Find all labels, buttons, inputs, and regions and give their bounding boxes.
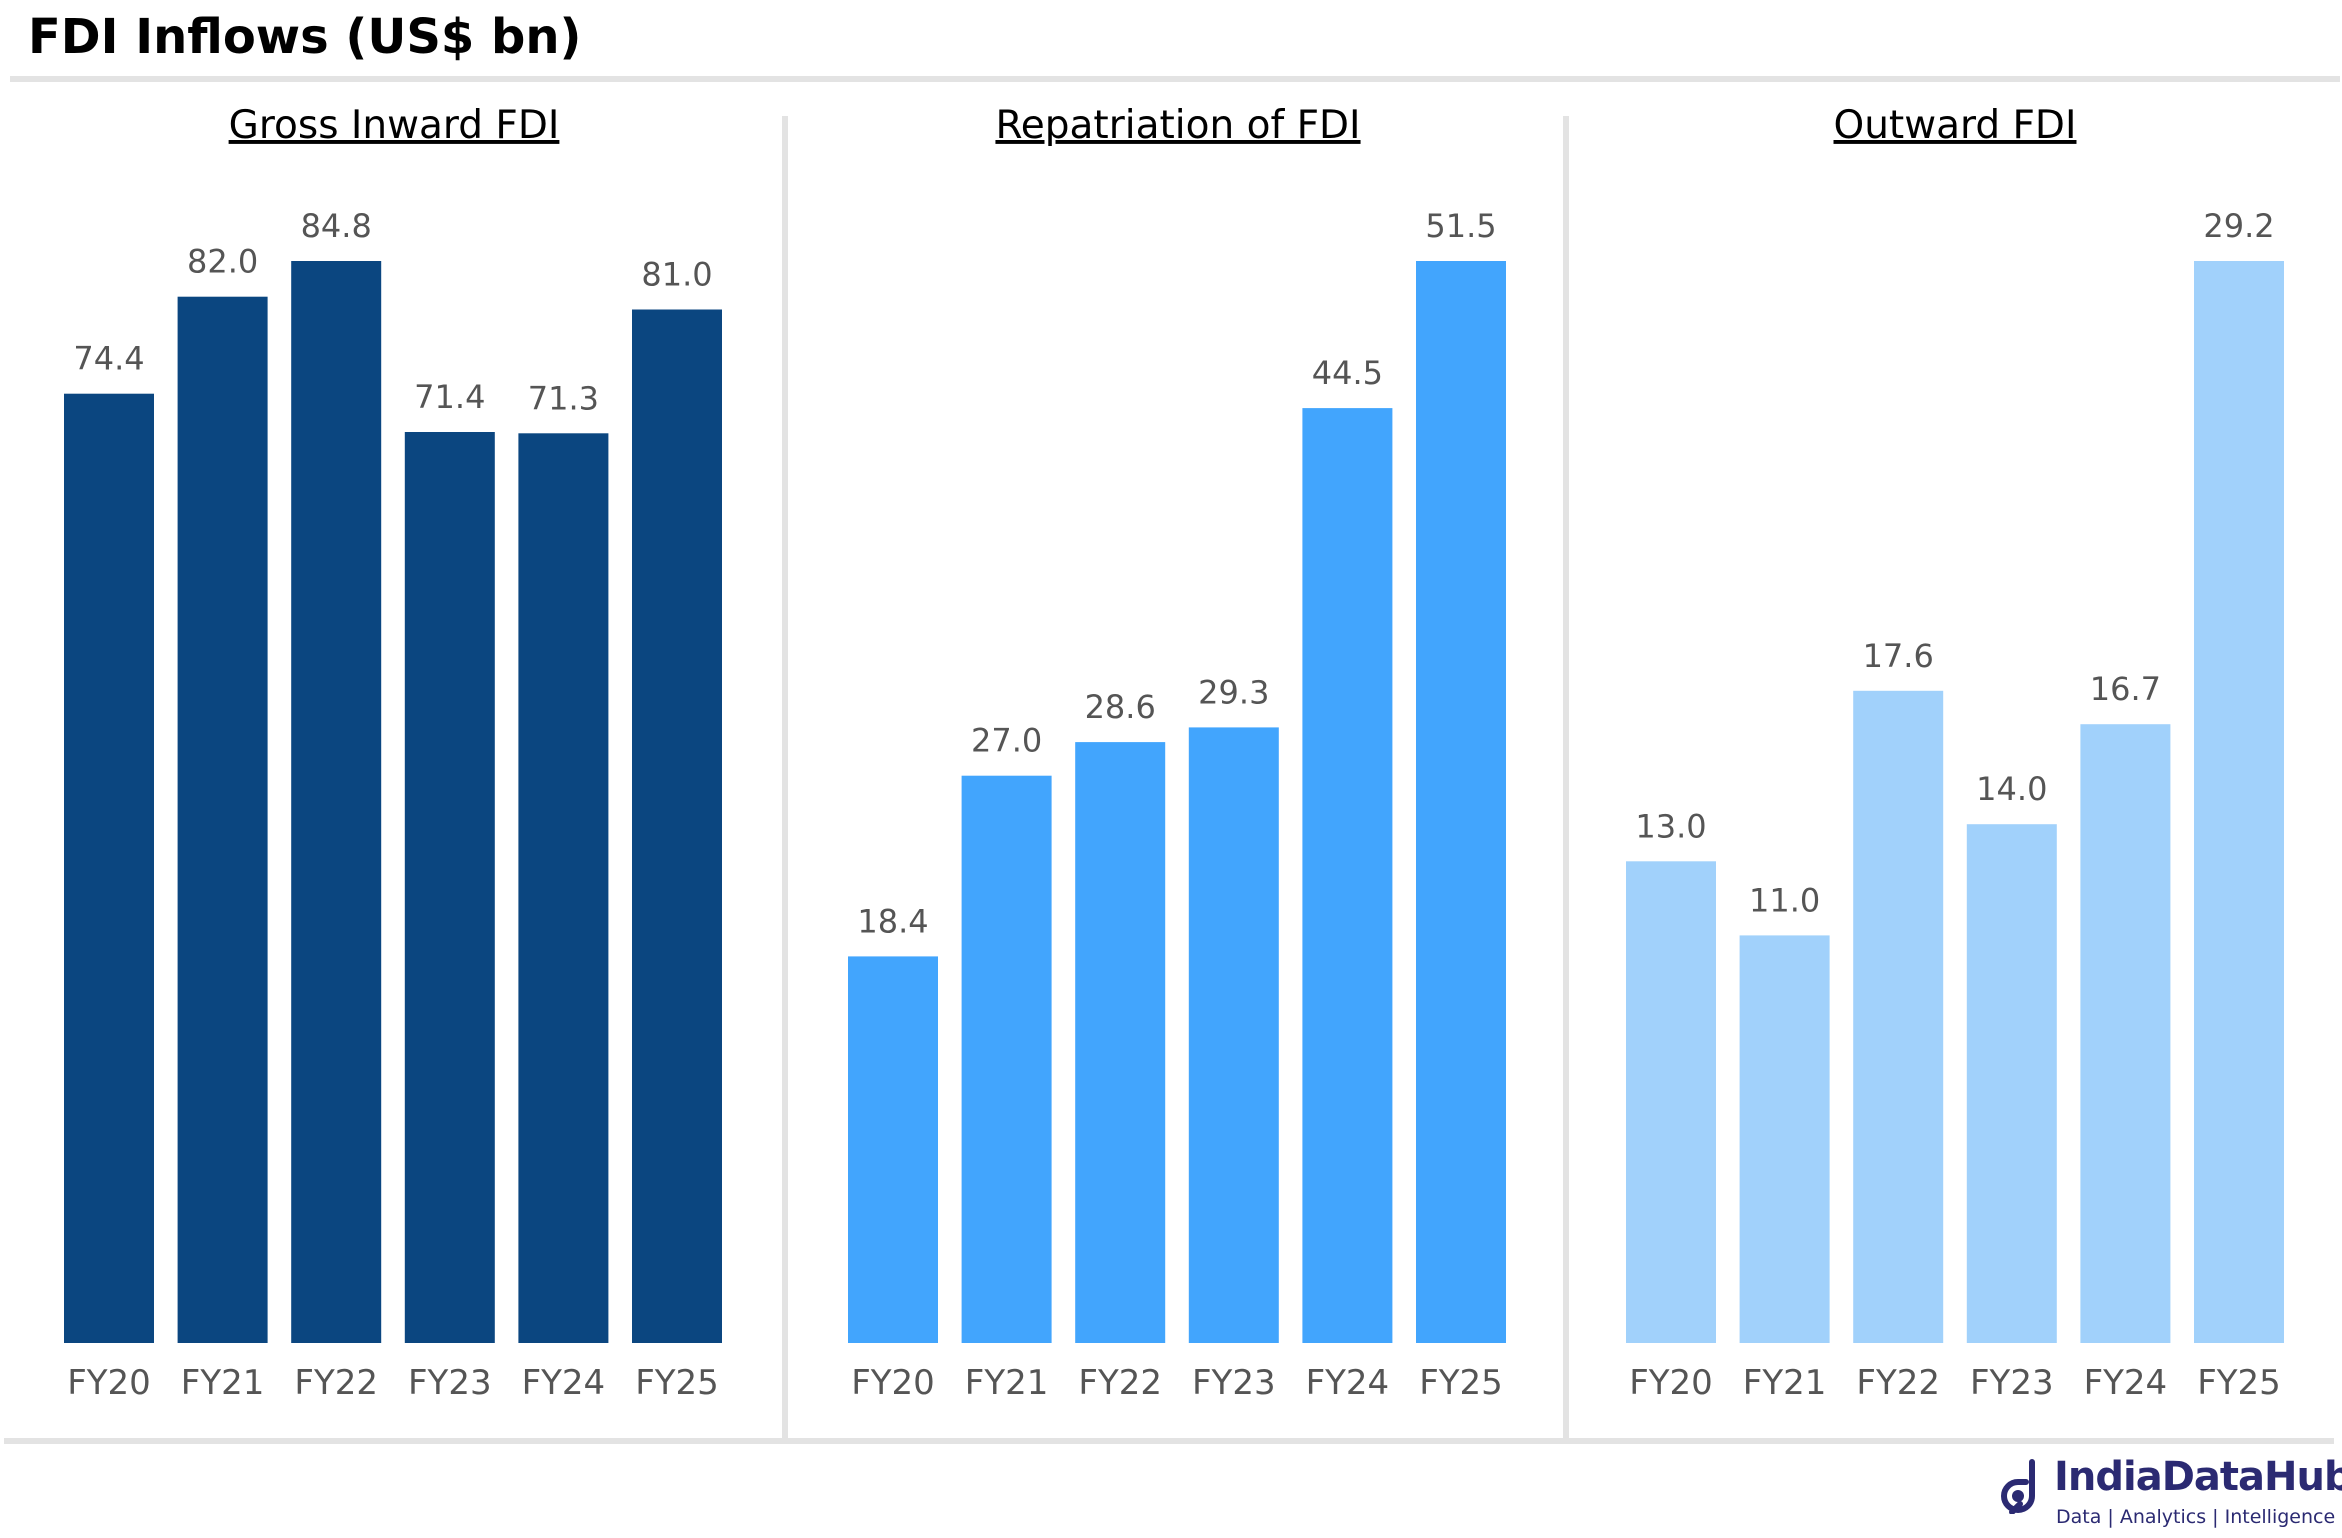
data-label: 18.4	[857, 902, 928, 940]
bar-repatriation-of-fdi-fy24	[1302, 408, 1393, 1344]
chart-title-gross-inward-fdi: Gross Inward FDI	[229, 103, 560, 148]
bar-gross-inward-fdi-fy24	[518, 433, 609, 1343]
bar-repatriation-of-fdi-fy22	[1075, 742, 1166, 1343]
data-label: 29.2	[2203, 207, 2274, 245]
bar-gross-inward-fdi-fy20	[64, 393, 154, 1343]
x-tick-label: FY23	[1970, 1363, 2054, 1403]
bar-outward-fdi-fy23	[1966, 824, 2057, 1343]
bar-outward-fdi-fy22	[1853, 690, 1944, 1343]
footer-divider	[4, 1438, 2334, 1444]
page-title: FDI Inflows (US$ bn)	[28, 9, 582, 65]
x-tick-label: FY20	[851, 1363, 935, 1403]
bar-repatriation-of-fdi-fy20	[848, 956, 938, 1343]
x-tick-label: FY24	[1306, 1363, 1390, 1403]
x-tick-label: FY23	[1192, 1363, 1276, 1403]
bar-gross-inward-fdi-fy23	[404, 432, 495, 1343]
x-tick-label: FY22	[294, 1363, 378, 1403]
data-label: 14.0	[1976, 770, 2047, 808]
data-label: 17.6	[1863, 637, 1934, 675]
bar-gross-inward-fdi-fy25	[632, 309, 722, 1343]
bar-repatriation-of-fdi-fy21	[961, 775, 1052, 1343]
x-tick-label: FY20	[67, 1363, 151, 1403]
data-label: 16.7	[2090, 670, 2161, 708]
x-tick-label: FY23	[408, 1363, 492, 1403]
bar-outward-fdi-fy25	[2194, 261, 2284, 1343]
x-tick-label: FY20	[1629, 1363, 1713, 1403]
x-tick-label: FY21	[965, 1363, 1049, 1403]
data-label: 27.0	[971, 722, 1042, 760]
data-label: 81.0	[641, 256, 712, 294]
data-label: 29.3	[1198, 673, 1269, 711]
bar-gross-inward-fdi-fy21	[177, 296, 268, 1344]
x-tick-label: FY21	[1743, 1363, 1827, 1403]
bar-outward-fdi-fy24	[2080, 724, 2171, 1343]
x-tick-label: FY25	[1419, 1363, 1503, 1403]
data-label: 51.5	[1425, 207, 1496, 245]
data-label: 28.6	[1085, 688, 1156, 726]
panel-separator	[782, 116, 788, 1440]
x-tick-label: FY22	[1078, 1363, 1162, 1403]
bar-gross-inward-fdi-fy22	[291, 261, 382, 1343]
data-label: 71.3	[528, 379, 599, 417]
panel-separator	[1563, 116, 1569, 1440]
bar-outward-fdi-fy20	[1626, 861, 1716, 1343]
chart-title-repatriation-of-fdi: Repatriation of FDI	[995, 103, 1360, 148]
data-label: 13.0	[1635, 807, 1706, 845]
logo-mark-icon	[2001, 1459, 2035, 1514]
data-label: 82.0	[187, 243, 258, 281]
bar-repatriation-of-fdi-fy23	[1188, 727, 1279, 1343]
title-divider	[10, 76, 2340, 82]
data-label: 44.5	[1312, 354, 1383, 392]
data-label: 71.4	[414, 378, 485, 416]
data-label: 74.4	[73, 340, 144, 378]
chart-title-outward-fdi: Outward FDI	[1834, 103, 2077, 148]
brand-logo: IndiaDataHub Data | Analytics | Intellig…	[1998, 1452, 2342, 1534]
data-label: 84.8	[301, 207, 372, 245]
x-tick-label: FY24	[2084, 1363, 2168, 1403]
x-tick-label: FY21	[181, 1363, 265, 1403]
x-tick-label: FY25	[2197, 1363, 2281, 1403]
x-tick-label: FY24	[522, 1363, 606, 1403]
brand-name: IndiaDataHub	[2054, 1454, 2342, 1500]
brand-tagline: Data | Analytics | Intelligence	[2056, 1506, 2336, 1528]
bar-outward-fdi-fy21	[1739, 935, 1830, 1343]
x-tick-label: FY25	[635, 1363, 719, 1403]
data-label: 11.0	[1749, 881, 1820, 919]
bar-repatriation-of-fdi-fy25	[1416, 261, 1506, 1343]
x-tick-label: FY22	[1856, 1363, 1940, 1403]
